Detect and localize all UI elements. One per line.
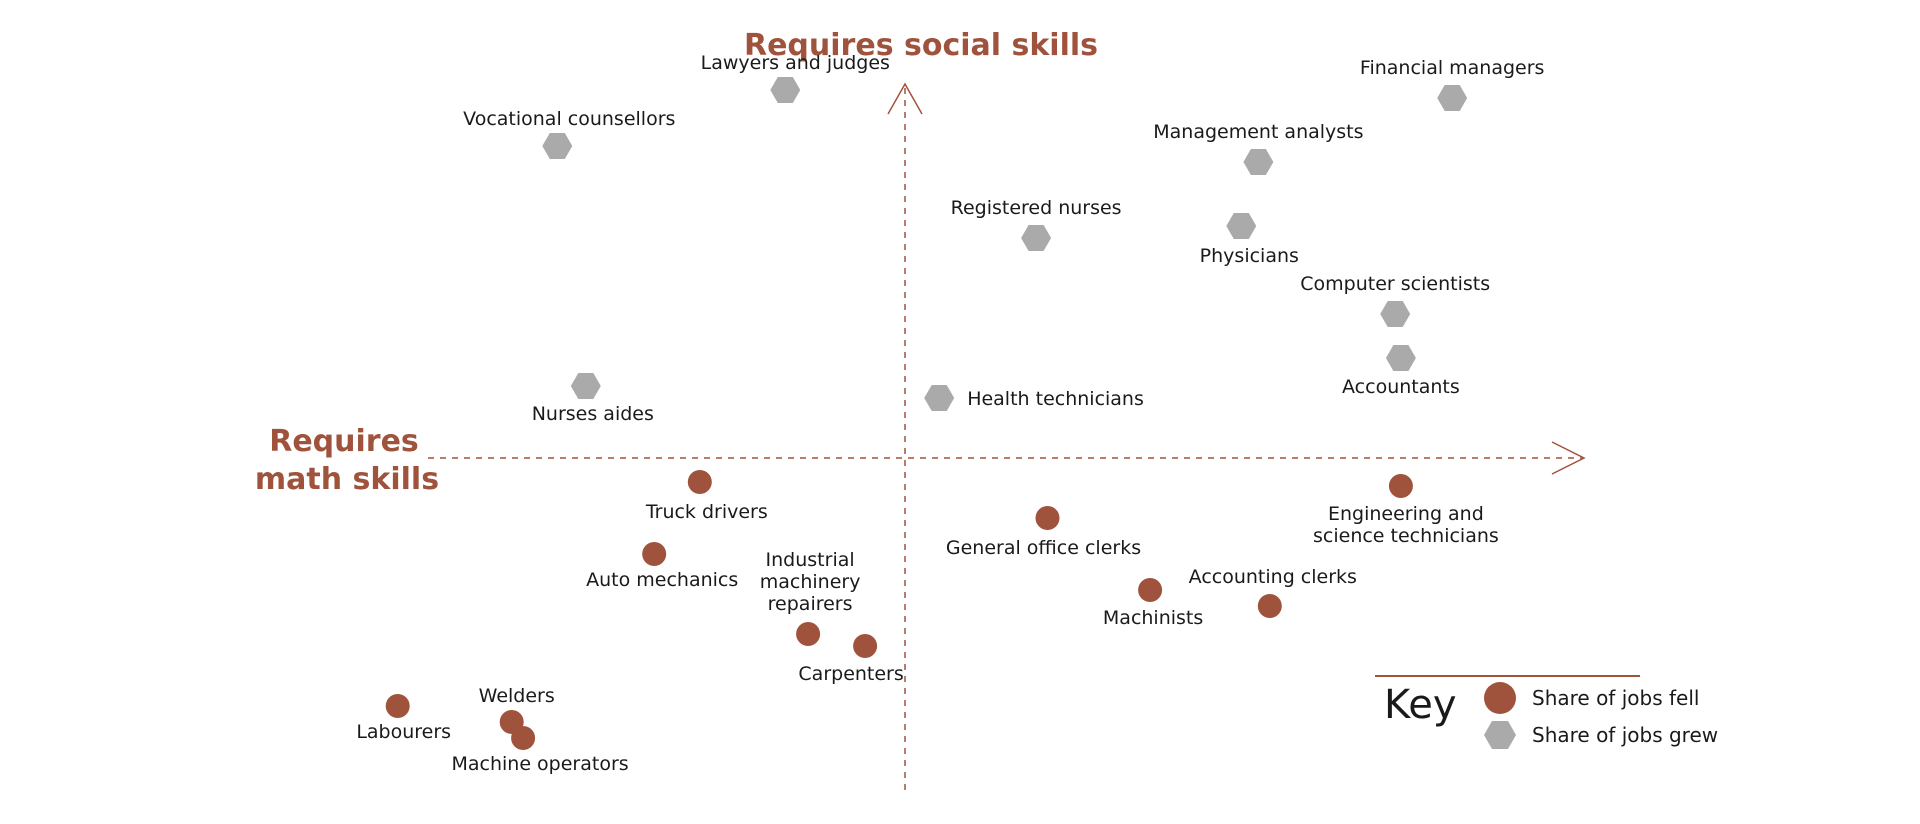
lawyers-and-judges-hexagon-marker: [770, 77, 801, 103]
welders-label: Welders: [479, 685, 555, 707]
nurses-aides-hexagon-marker: [570, 373, 601, 399]
machine-operators-circle-marker: [511, 726, 536, 750]
labourers-label: Labourers: [356, 721, 451, 743]
x-axis-title-line-2: math skills: [255, 462, 439, 497]
engineering-and-science-technicians-label: Engineering and science technicians: [1313, 503, 1499, 547]
vocational-counsellors-hexagon-marker: [542, 133, 573, 159]
nurses-aides-label: Nurses aides: [532, 403, 654, 425]
financial-managers-label: Financial managers: [1360, 57, 1545, 79]
machinists-label: Machinists: [1103, 607, 1203, 629]
accountants-hexagon-marker: [1385, 345, 1416, 371]
x-axis-title-line-1: Requires: [269, 424, 419, 459]
physicians-hexagon-marker: [1226, 213, 1257, 239]
carpenters-label: Carpenters: [798, 663, 903, 685]
legend-label-grew: Share of jobs grew: [1532, 723, 1718, 747]
health-technicians-label: Health technicians: [967, 388, 1144, 410]
financial-managers-hexagon-marker: [1437, 85, 1468, 111]
computer-scientists-label: Computer scientists: [1300, 273, 1490, 295]
lawyers-and-judges-label: Lawyers and judges: [701, 52, 890, 74]
accounting-clerks-label: Accounting clerks: [1189, 566, 1357, 588]
physicians-label: Physicians: [1200, 245, 1299, 267]
general-office-clerks-circle-marker: [1035, 506, 1060, 530]
auto-mechanics-label: Auto mechanics: [586, 569, 738, 591]
truck-drivers-circle-marker: [687, 470, 712, 494]
general-office-clerks-label: General office clerks: [946, 537, 1141, 559]
industrial-machinery-repairers-circle-marker: [796, 622, 821, 646]
auto-mechanics-circle-marker: [642, 542, 667, 566]
carpenters-circle-marker: [853, 634, 878, 658]
health-technicians-hexagon-marker: [924, 385, 955, 411]
registered-nurses-label: Registered nurses: [951, 197, 1122, 219]
accounting-clerks-circle-marker: [1257, 594, 1282, 618]
y-axis-arrowhead: [887, 82, 923, 115]
legend-hexagon-marker: [1484, 721, 1516, 749]
labourers-circle-marker: [385, 694, 410, 718]
x-axis-arrowhead: [1551, 441, 1586, 475]
registered-nurses-hexagon-marker: [1021, 225, 1052, 251]
accountants-label: Accountants: [1342, 376, 1460, 398]
truck-drivers-label: Truck drivers: [645, 501, 768, 523]
engineering-and-science-technicians-circle-marker: [1388, 474, 1413, 498]
industrial-machinery-repairers-label: Industrial machinery repairers: [760, 549, 861, 615]
machine-operators-label: Machine operators: [451, 753, 628, 775]
legend-title: Key: [1384, 682, 1457, 728]
computer-scientists-hexagon-marker: [1380, 301, 1411, 327]
management-analysts-label: Management analysts: [1153, 121, 1363, 143]
y-axis-title: Requires social skills: [744, 28, 1098, 63]
management-analysts-hexagon-marker: [1243, 149, 1274, 175]
legend-label-fell: Share of jobs fell: [1532, 686, 1699, 710]
legend-circle-marker: [1484, 682, 1516, 714]
vocational-counsellors-label: Vocational counsellors: [463, 108, 675, 130]
machinists-circle-marker: [1138, 578, 1163, 602]
legend: Key Share of jobs fell Share of jobs gre…: [1375, 675, 1718, 749]
data-points: Lawyers and judges Vocational counsellors…: [356, 52, 1544, 775]
